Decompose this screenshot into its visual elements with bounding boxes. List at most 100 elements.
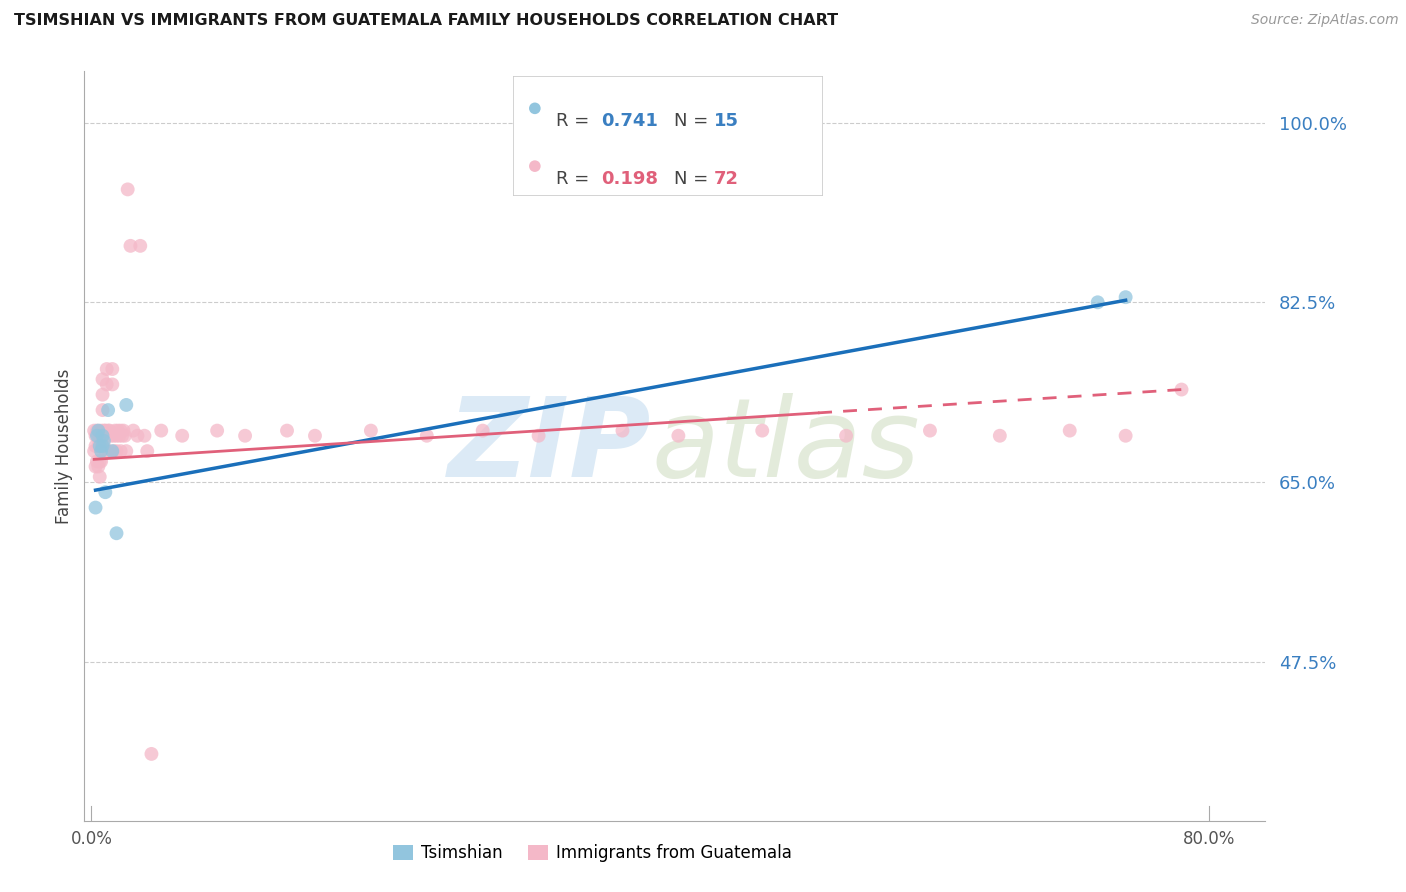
Immigrants from Guatemala [89, 439, 111, 453]
Immigrants from Guatemala [233, 428, 256, 442]
Immigrants from Guatemala [416, 428, 439, 442]
Text: Source: ZipAtlas.com: Source: ZipAtlas.com [1251, 13, 1399, 28]
Immigrants from Guatemala [1059, 424, 1081, 438]
Immigrants from Guatemala [612, 424, 634, 438]
Tsimshian [91, 439, 114, 453]
Immigrants from Guatemala [304, 428, 326, 442]
Immigrants from Guatemala [86, 454, 108, 468]
Tsimshian [94, 485, 117, 500]
Immigrants from Guatemala [89, 454, 111, 468]
Tsimshian [87, 424, 110, 438]
Immigrants from Guatemala [835, 428, 858, 442]
Immigrants from Guatemala [105, 444, 128, 458]
Immigrants from Guatemala [360, 424, 382, 438]
Immigrants from Guatemala [751, 424, 773, 438]
Tsimshian [1115, 290, 1137, 304]
Text: atlas: atlas [651, 392, 920, 500]
Immigrants from Guatemala [91, 387, 114, 401]
Text: 0.741: 0.741 [602, 112, 658, 130]
Immigrants from Guatemala [90, 454, 112, 468]
Immigrants from Guatemala [83, 424, 105, 438]
Tsimshian [86, 428, 108, 442]
Immigrants from Guatemala [94, 424, 117, 438]
Tsimshian [1087, 295, 1109, 310]
Immigrants from Guatemala [115, 444, 138, 458]
Immigrants from Guatemala [108, 428, 131, 442]
Immigrants from Guatemala [94, 444, 117, 458]
Immigrants from Guatemala [87, 439, 110, 453]
Immigrants from Guatemala [97, 444, 120, 458]
Tsimshian [84, 500, 107, 515]
Immigrants from Guatemala [91, 403, 114, 417]
Text: 0.198: 0.198 [602, 170, 658, 188]
Immigrants from Guatemala [104, 424, 127, 438]
Immigrants from Guatemala [110, 424, 132, 438]
Immigrants from Guatemala [90, 424, 112, 438]
Immigrants from Guatemala [86, 424, 108, 438]
Immigrants from Guatemala [122, 424, 145, 438]
Immigrants from Guatemala [114, 428, 136, 442]
Immigrants from Guatemala [120, 239, 142, 253]
Tsimshian [89, 439, 111, 453]
Immigrants from Guatemala [96, 377, 118, 392]
Text: R =: R = [557, 170, 596, 188]
Text: TSIMSHIAN VS IMMIGRANTS FROM GUATEMALA FAMILY HOUSEHOLDS CORRELATION CHART: TSIMSHIAN VS IMMIGRANTS FROM GUATEMALA F… [14, 13, 838, 29]
Immigrants from Guatemala [101, 377, 124, 392]
Tsimshian [101, 444, 124, 458]
Immigrants from Guatemala [89, 470, 111, 484]
Immigrants from Guatemala [84, 428, 107, 442]
Immigrants from Guatemala [127, 428, 149, 442]
Immigrants from Guatemala [110, 444, 132, 458]
Immigrants from Guatemala [136, 444, 159, 458]
Immigrants from Guatemala [87, 428, 110, 442]
Text: R =: R = [557, 112, 596, 130]
Point [523, 159, 546, 173]
Text: N =: N = [673, 112, 714, 130]
Text: ZIP: ZIP [447, 392, 651, 500]
Tsimshian [91, 428, 114, 442]
Immigrants from Guatemala [276, 424, 298, 438]
Tsimshian [115, 398, 138, 412]
Text: 72: 72 [714, 170, 740, 188]
Immigrants from Guatemala [1170, 383, 1192, 397]
Immigrants from Guatemala [112, 424, 135, 438]
Immigrants from Guatemala [103, 444, 125, 458]
Immigrants from Guatemala [97, 424, 120, 438]
FancyBboxPatch shape [513, 76, 823, 196]
Immigrants from Guatemala [134, 428, 156, 442]
Immigrants from Guatemala [103, 428, 125, 442]
Immigrants from Guatemala [84, 439, 107, 453]
Legend: Tsimshian, Immigrants from Guatemala: Tsimshian, Immigrants from Guatemala [387, 838, 799, 869]
Immigrants from Guatemala [471, 424, 494, 438]
Y-axis label: Family Households: Family Households [55, 368, 73, 524]
Immigrants from Guatemala [100, 428, 122, 442]
Text: 15: 15 [714, 112, 740, 130]
Immigrants from Guatemala [105, 428, 128, 442]
Immigrants from Guatemala [988, 428, 1011, 442]
Immigrants from Guatemala [918, 424, 941, 438]
Immigrants from Guatemala [87, 459, 110, 474]
Immigrants from Guatemala [111, 428, 134, 442]
Immigrants from Guatemala [90, 434, 112, 448]
Immigrants from Guatemala [84, 459, 107, 474]
Immigrants from Guatemala [101, 362, 124, 376]
Tsimshian [97, 403, 120, 417]
Immigrants from Guatemala [150, 424, 173, 438]
Immigrants from Guatemala [83, 444, 105, 458]
Immigrants from Guatemala [527, 428, 550, 442]
Immigrants from Guatemala [117, 182, 139, 196]
Immigrants from Guatemala [172, 428, 194, 442]
Immigrants from Guatemala [141, 747, 163, 761]
Immigrants from Guatemala [96, 362, 118, 376]
Immigrants from Guatemala [93, 439, 115, 453]
Immigrants from Guatemala [98, 424, 121, 438]
Tsimshian [105, 526, 128, 541]
Immigrants from Guatemala [91, 372, 114, 386]
Text: N =: N = [673, 170, 714, 188]
Immigrants from Guatemala [129, 239, 152, 253]
Immigrants from Guatemala [666, 428, 689, 442]
Immigrants from Guatemala [89, 428, 111, 442]
Immigrants from Guatemala [93, 424, 115, 438]
Immigrants from Guatemala [1115, 428, 1137, 442]
Point [523, 101, 546, 115]
